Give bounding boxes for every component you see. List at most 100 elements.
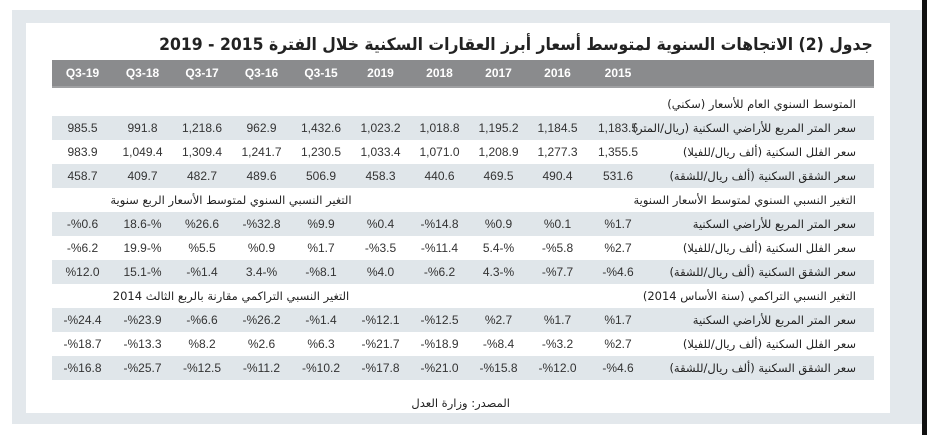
section-title-annual: التغير النسبي التراكمي (سنة الأساس 2014) (642, 289, 856, 303)
table-row: سعر المتر المربع للأراضي السكنية %1.7 %0.1… (52, 212, 874, 236)
cell-value: %0.1 (528, 212, 587, 236)
cell-value: %18.9- (420, 337, 459, 351)
cell-value: %1.4- (291, 308, 351, 332)
cell-value: %13.3- (123, 337, 162, 351)
cell-value: %8.1- (291, 260, 351, 284)
cell-value: %23.9- (113, 308, 172, 332)
cell-value: %6.2- (410, 260, 469, 284)
cell-value: %0.9 (247, 241, 276, 255)
cell-value: %8.2 (188, 337, 216, 351)
cell-value: %4.6- (587, 356, 649, 380)
table-row: سعر المتر المربع للأراضي السكنية %1.7 %1.7… (52, 308, 874, 332)
table-row: سعر الشقق السكنية (ألف ريال/للشقة) 531.6 4… (52, 164, 874, 188)
row-label: سعر الشقق السكنية (ألف ريال/للشقة) (649, 356, 874, 380)
cell-value: %9.9 (291, 212, 351, 236)
cell-value: 991.8 (113, 116, 172, 140)
cell-value: %26.6 (172, 212, 232, 236)
section-title-quarterly (52, 92, 410, 116)
cell-value: 490.4 (528, 164, 587, 188)
cell-value: %26.2- (232, 308, 291, 332)
cell-value: 1,023.2 (351, 116, 410, 140)
cell-value: 506.9 (291, 164, 351, 188)
cell-value: 1,309.4 (181, 145, 223, 159)
header-2015: 2015 (587, 60, 649, 88)
cell-value: 1,355.5 (597, 145, 639, 159)
cell-value: 1,184.5 (528, 116, 587, 140)
cell-value: %6.2- (66, 241, 99, 255)
cell-value: 1,033.4 (360, 145, 401, 159)
section-title-annual: التغير النسبي السنوي لمتوسط الأسعار السن… (633, 193, 856, 207)
section-title-annual: المتوسط السنوي العام للأسعار (سكني) (667, 97, 856, 111)
cell-value: 1,277.3 (537, 145, 578, 159)
cell-value: %12.1- (351, 308, 410, 332)
header-15-q3: 15-Q3 (291, 60, 351, 88)
cell-value: %2.7 (604, 337, 632, 351)
table-row: سعر الشقق السكنية (ألف ريال/للشقة) %4.6-%… (52, 356, 874, 380)
cell-value: 409.7 (113, 164, 172, 188)
cell-value: %11.2- (232, 356, 291, 380)
cell-value: 1,018.8 (410, 116, 469, 140)
cell-value: %4.0 (351, 260, 410, 284)
cell-value: %11.4- (420, 241, 459, 255)
cell-value: %-5.4 (482, 241, 515, 255)
right-edge-bar (922, 0, 927, 435)
cell-value: %-19.9 (123, 241, 162, 255)
cell-value: %12.5- (172, 356, 232, 380)
section-title-quarterly: التغير النسبي السنوي لمتوسط الأسعار الرب… (110, 193, 352, 207)
cell-value: %8.4- (482, 337, 515, 351)
cell-value: 1,241.7 (241, 145, 282, 159)
header-16-q3: 16-Q3 (232, 60, 291, 88)
table-row: سعر المتر المربع للأراضي السكنية (ريال/ا… (52, 116, 874, 140)
cell-value: %17.8- (351, 356, 410, 380)
header-2017: 2017 (469, 60, 528, 88)
cell-value: %1.4- (172, 260, 232, 284)
cell-value: %6.3 (307, 337, 335, 351)
header-label-col (649, 60, 874, 88)
header-18-q3: 18-Q3 (113, 60, 172, 88)
cell-value: 985.5 (52, 116, 113, 140)
row-label: سعر الفلل السكنية (ألف ريال/للفيلا) (682, 241, 856, 255)
table-row: سعر الشقق السكنية (ألف ريال/للشقة) %4.6-%… (52, 260, 874, 284)
cell-value: %24.4- (52, 308, 113, 332)
row-label: سعر الفلل السكنية (ألف ريال/للفيلا) (682, 145, 856, 159)
cell-value: %10.2- (291, 356, 351, 380)
cell-value: %3.5- (364, 241, 397, 255)
cell-value: %1.7 (528, 308, 587, 332)
cell-value: %-18.6 (113, 212, 172, 236)
cell-value: %1.7 (307, 241, 335, 255)
cell-value: %21.0- (410, 356, 469, 380)
table-row: سعر الفلل السكنية (ألف ريال/للفيلا) %2.7%… (52, 236, 874, 260)
cell-value: 531.6 (587, 164, 649, 188)
header-17-q3: 17-Q3 (172, 60, 232, 88)
row-label: سعر الفلل السكنية (ألف ريال/للفيلا) (682, 337, 856, 351)
cell-value: %1.7 (587, 308, 649, 332)
cell-value: 440.6 (410, 164, 469, 188)
cell-value: %0.6- (52, 212, 113, 236)
cell-value: %5.5 (188, 241, 216, 255)
cell-value: 1,049.4 (122, 145, 163, 159)
cell-value: %21.7- (361, 337, 400, 351)
cell-value: %3.2- (541, 337, 574, 351)
header-2018: 2018 (410, 60, 469, 88)
table-row: سعر الفلل السكنية (ألف ريال/للفيلا) %2.7%… (52, 332, 874, 356)
cell-value: 458.3 (351, 164, 410, 188)
cell-value: %2.7 (469, 308, 528, 332)
cell-value: %2.7 (604, 241, 632, 255)
cell-value: %4.6- (587, 260, 649, 284)
cell-value: %15.8- (469, 356, 528, 380)
cell-value: 1,218.6 (172, 116, 232, 140)
row-label: سعر المتر المربع للأراضي السكنية (649, 308, 874, 332)
cell-value: 1,183.5 (587, 116, 649, 140)
header-2019: 2019 (351, 60, 410, 88)
cell-value: %0.4 (351, 212, 410, 236)
cell-value: %-3.4 (232, 260, 291, 284)
cell-value: %12.5- (410, 308, 469, 332)
section-header-row: المتوسط السنوي العام للأسعار (سكني) (52, 92, 874, 116)
cell-value: %1.7 (587, 212, 649, 236)
table-row: سعر الفلل السكنية (ألف ريال/للفيلا) 1,355… (52, 140, 874, 164)
row-label: سعر المتر المربع للأراضي السكنية (649, 212, 874, 236)
table-title: جدول (2) الاتجاهات السنوية لمتوسط أسعار … (159, 35, 873, 55)
row-label: سعر الشقق السكنية (ألف ريال/للشقة) (649, 164, 874, 188)
cell-value: %-15.1 (113, 260, 172, 284)
cell-value: %12.0 (52, 260, 113, 284)
